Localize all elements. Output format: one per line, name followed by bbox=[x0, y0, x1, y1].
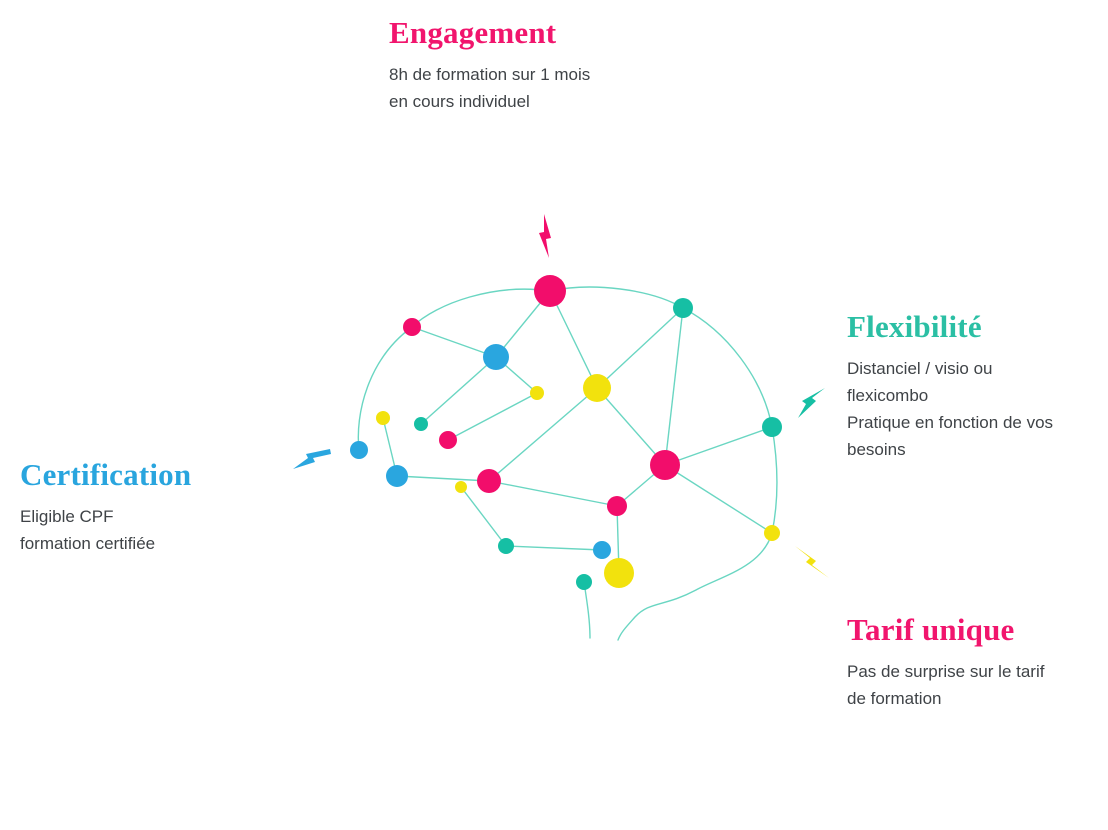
neuron-node-teal bbox=[498, 538, 514, 554]
pink-bolt-icon bbox=[539, 214, 551, 258]
neuron-node-yellow bbox=[764, 525, 780, 541]
synapse-line bbox=[664, 307, 684, 466]
neuron-node-yellow bbox=[604, 558, 634, 588]
brain-outline-curve bbox=[682, 307, 778, 534]
neuron-node-yellow bbox=[583, 374, 611, 402]
blue-bolt-icon bbox=[293, 449, 331, 469]
neuron-node-pink bbox=[439, 431, 457, 449]
brain-outline-curve bbox=[617, 532, 773, 641]
neuron-node-yellow bbox=[455, 481, 467, 493]
feature-line: en cours individuel bbox=[389, 92, 530, 111]
feature-text-engagement: 8h de formation sur 1 mois en cours indi… bbox=[389, 61, 590, 115]
brain-outline-curve bbox=[549, 286, 684, 309]
neuron-node-blue bbox=[350, 441, 368, 459]
brain-outline-curve bbox=[357, 288, 551, 451]
feature-line: flexicombo bbox=[847, 386, 929, 405]
feature-line: Pratique en fonction de vos bbox=[847, 413, 1054, 432]
neuron-node-teal bbox=[576, 574, 592, 590]
neuron-node-pink bbox=[403, 318, 421, 336]
feature-line: Distanciel / visio ou bbox=[847, 359, 993, 378]
feature-line: besoins bbox=[847, 440, 906, 459]
synapse-line bbox=[664, 426, 773, 466]
feature-line: Eligible CPF bbox=[20, 507, 114, 526]
feature-certification: Certification Eligible CPF formation cer… bbox=[20, 456, 191, 557]
feature-title-tarif-unique: Tarif unique bbox=[847, 612, 1015, 647]
synapse-line bbox=[396, 475, 490, 482]
feature-text-flexibilite: Distanciel / visio ou flexicombo Pratiqu… bbox=[847, 355, 1053, 463]
neuron-node-blue bbox=[593, 541, 611, 559]
teal-bolt-icon bbox=[798, 388, 825, 418]
feature-title-certification: Certification bbox=[20, 457, 192, 492]
feature-line: Pas de surprise sur le tarif bbox=[847, 662, 1045, 681]
neuron-node-teal bbox=[414, 417, 428, 431]
synapse-line bbox=[447, 392, 538, 441]
feature-engagement: Engagement 8h de formation sur 1 mois en… bbox=[389, 14, 590, 115]
neuron-node-yellow bbox=[530, 386, 544, 400]
neuron-node-blue bbox=[386, 465, 408, 487]
feature-title-engagement: Engagement bbox=[389, 15, 557, 50]
feature-flexibilite: Flexibilité Distanciel / visio ou flexic… bbox=[847, 308, 1053, 463]
neuron-node-teal bbox=[762, 417, 782, 437]
neuron-node-pink bbox=[650, 450, 680, 480]
neuron-node-blue bbox=[483, 344, 509, 370]
synapse-line bbox=[460, 486, 507, 547]
yellow-bolt-icon bbox=[795, 546, 829, 578]
neuron-node-pink bbox=[607, 496, 627, 516]
feature-tarif-unique: Tarif unique Pas de surprise sur le tari… bbox=[847, 611, 1044, 712]
synapse-line bbox=[664, 464, 773, 534]
synapse-line bbox=[505, 545, 603, 551]
feature-text-tarif-unique: Pas de surprise sur le tarif de formatio… bbox=[847, 658, 1044, 712]
neuron-node-teal bbox=[673, 298, 693, 318]
neuron-node-pink bbox=[477, 469, 501, 493]
feature-line: 8h de formation sur 1 mois bbox=[389, 65, 591, 84]
neuron-node-yellow bbox=[376, 411, 390, 425]
brain-outline-curve bbox=[583, 581, 591, 639]
synapse-line bbox=[420, 356, 497, 425]
synapse-line bbox=[488, 387, 598, 482]
synapse-line bbox=[488, 480, 618, 507]
synapse-line bbox=[596, 387, 666, 466]
synapse-line bbox=[549, 290, 598, 389]
feature-line: de formation bbox=[847, 689, 942, 708]
synapse-line bbox=[596, 307, 684, 389]
feature-line: formation certifiée bbox=[20, 534, 156, 553]
neuron-node-pink bbox=[534, 275, 566, 307]
feature-text-certification: Eligible CPF formation certifiée bbox=[20, 503, 191, 557]
feature-title-flexibilite: Flexibilité bbox=[847, 309, 982, 344]
synapse-line bbox=[411, 326, 497, 358]
